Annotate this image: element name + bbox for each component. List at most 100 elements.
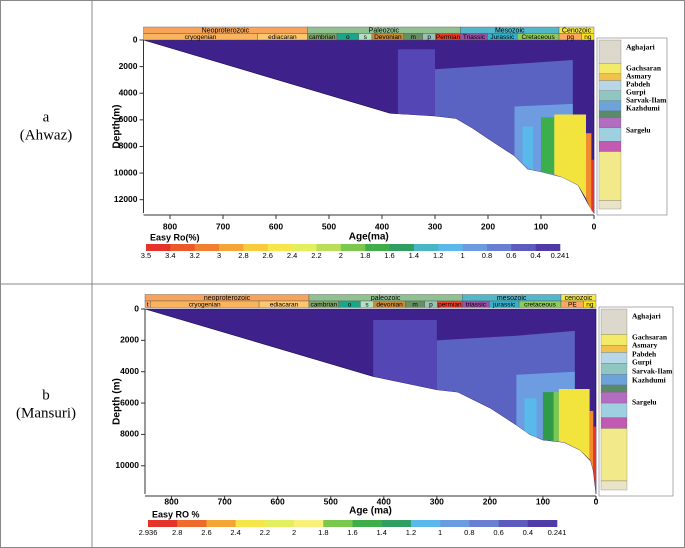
colorbar-segment — [527, 520, 558, 527]
x-tick-label: 500 — [322, 221, 336, 231]
colorbar-tick-label: 2.4 — [230, 528, 240, 537]
colorbar-segment — [148, 520, 178, 527]
formation-label: Sargelu — [632, 398, 657, 407]
colorbar-tick-label: 1.4 — [409, 251, 419, 260]
era-label: paleozoic — [371, 295, 401, 302]
formation-band — [598, 73, 622, 81]
burial-area — [589, 410, 594, 471]
period-label: Jurassic — [490, 34, 515, 41]
period-label: p — [429, 301, 433, 308]
period-label: pg — [567, 34, 575, 41]
colorbar-tick-label: 2.6 — [263, 251, 273, 260]
burial-area — [593, 426, 596, 494]
formation-label: Sarvak-Ilam — [626, 96, 667, 105]
formation-label: Gachsaran — [626, 64, 662, 73]
period-label: t — [147, 301, 149, 308]
colorbar-segment — [194, 244, 220, 251]
period-label: devonian — [376, 301, 403, 308]
colorbar-tick-label: 0.241 — [548, 528, 567, 537]
formation-band — [598, 110, 622, 118]
formation-band — [598, 127, 622, 142]
formation-band — [598, 141, 622, 152]
colorbar-segment — [498, 520, 529, 527]
burial-area — [553, 392, 559, 442]
formation-band — [598, 117, 622, 129]
x-tick-label: 800 — [163, 221, 177, 231]
y-tick-label: 6000 — [119, 114, 138, 124]
colorbar-segment — [316, 244, 342, 251]
colorbar-tick-label: 3.5 — [141, 251, 151, 260]
colorbar-segment — [177, 520, 207, 527]
colorbar-segment — [170, 244, 196, 251]
formation-label: Kazhdumi — [632, 376, 666, 385]
colorbar-tick-label: 2.8 — [172, 528, 182, 537]
y-tick-label: 2000 — [119, 61, 138, 71]
formation-label: Sarvak-Ilam — [632, 367, 673, 376]
y-tick-label: 10000 — [115, 460, 139, 470]
period-label: jurassic — [492, 301, 516, 308]
y-axis-title: Depth (m) — [112, 378, 123, 425]
row-sublabel: (Ahwaz) — [20, 127, 72, 143]
colorbar-tick-label: 1.4 — [376, 528, 386, 537]
colorbar-segment — [294, 520, 324, 527]
period-label: PE — [568, 301, 577, 308]
colorbar-segment — [413, 244, 439, 251]
x-tick-label: 0 — [594, 496, 599, 506]
formation-band — [600, 363, 628, 375]
formation-band — [600, 480, 628, 491]
formation-label: Asmary — [632, 341, 658, 350]
formation-band — [600, 308, 628, 335]
x-tick-label: 600 — [269, 221, 283, 231]
colorbar-tick-label: 3.4 — [165, 251, 175, 260]
colorbar-tick-label: 2.2 — [260, 528, 270, 537]
colorbar-tick-label: 3 — [217, 251, 221, 260]
colorbar-tick-label: 2.4 — [287, 251, 297, 260]
burial-area — [397, 49, 435, 116]
burial-area — [373, 320, 437, 390]
colorbar-segment — [389, 244, 415, 251]
formation-label: Pabdeh — [626, 80, 651, 89]
x-tick-label: 0 — [592, 221, 597, 231]
burial-area — [586, 133, 592, 211]
period-label: o — [348, 301, 352, 308]
period-label: o — [346, 34, 350, 41]
x-tick-label: 500 — [324, 496, 338, 506]
formation-band — [600, 428, 628, 482]
colorbar-segment — [486, 244, 512, 251]
colorbar-segment — [365, 244, 390, 251]
colorbar-segment — [146, 244, 171, 251]
x-tick-label: 600 — [271, 496, 285, 506]
formation-label: Asmary — [626, 72, 652, 81]
colorbar-title: Easy RO % — [152, 509, 200, 519]
burial-area — [524, 398, 537, 438]
row-label: b — [42, 387, 50, 403]
formation-band — [600, 352, 628, 364]
x-axis-title: Age (ma) — [349, 506, 392, 517]
formation-band — [598, 200, 622, 210]
colorbar-segment — [235, 520, 266, 527]
colorbar-tick-label: 1.8 — [318, 528, 328, 537]
x-tick-label: 700 — [217, 496, 231, 506]
formation-band — [598, 100, 622, 112]
colorbar-segment — [264, 520, 295, 527]
colorbar-tick-label: 2.2 — [311, 251, 321, 260]
colorbar-segment — [462, 244, 488, 251]
period-label: ng — [584, 34, 592, 41]
formation-band — [600, 417, 628, 429]
burial-area — [554, 114, 586, 199]
row-label: a — [43, 109, 50, 125]
x-axis-title: Age(ma) — [349, 232, 389, 243]
period-label: Devonian — [374, 34, 402, 41]
colorbar-segment — [352, 520, 383, 527]
formation-label: Aghajari — [626, 43, 655, 52]
period-label: cambrian — [310, 301, 337, 308]
colorbar-tick-label: 1.8 — [360, 251, 370, 260]
era-label: mesozoic — [497, 295, 527, 302]
formation-band — [600, 334, 628, 346]
colorbar-tick-label: 0.241 — [551, 251, 570, 260]
colorbar-segment — [410, 520, 441, 527]
period-label: ediacaran — [268, 34, 297, 41]
colorbar-tick-label: 1 — [461, 251, 465, 260]
colorbar-tick-label: 0.6 — [493, 528, 503, 537]
formation-band — [600, 374, 628, 386]
